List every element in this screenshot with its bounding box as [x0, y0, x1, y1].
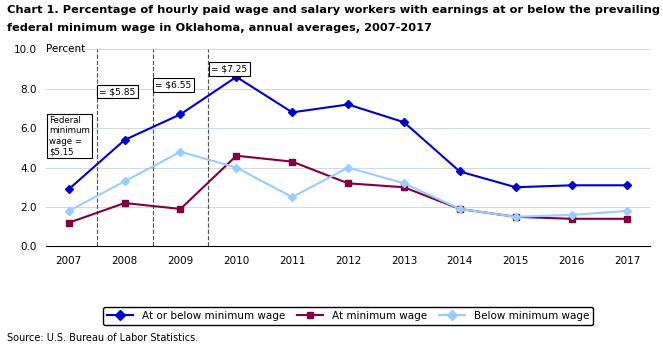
- At or below minimum wage: [623, 183, 631, 187]
- At or below minimum wage: [176, 112, 184, 117]
- Legend: At or below minimum wage, At minimum wage, Below minimum wage: At or below minimum wage, At minimum wag…: [103, 307, 593, 325]
- Line: At minimum wage: At minimum wage: [66, 153, 630, 226]
- Text: federal minimum wage in Oklahoma, annual averages, 2007-2017: federal minimum wage in Oklahoma, annual…: [7, 23, 432, 33]
- Below minimum wage: [288, 195, 296, 199]
- At or below minimum wage: [344, 102, 352, 107]
- Below minimum wage: [65, 209, 73, 213]
- At minimum wage: [344, 181, 352, 186]
- Text: Federal
minimum
wage =
$5.15: Federal minimum wage = $5.15: [49, 116, 90, 156]
- Below minimum wage: [121, 179, 129, 183]
- Below minimum wage: [623, 209, 631, 213]
- At minimum wage: [232, 153, 240, 158]
- Below minimum wage: [400, 181, 408, 186]
- At minimum wage: [176, 207, 184, 211]
- At minimum wage: [512, 215, 520, 219]
- At minimum wage: [456, 207, 464, 211]
- Line: Below minimum wage: Below minimum wage: [66, 149, 630, 220]
- At minimum wage: [400, 185, 408, 189]
- Below minimum wage: [176, 150, 184, 154]
- At minimum wage: [623, 217, 631, 221]
- At or below minimum wage: [121, 138, 129, 142]
- Text: Source: U.S. Bureau of Labor Statistics.: Source: U.S. Bureau of Labor Statistics.: [7, 333, 198, 343]
- At minimum wage: [568, 217, 575, 221]
- Text: = $7.25: = $7.25: [211, 64, 247, 74]
- Line: At or below minimum wage: At or below minimum wage: [66, 74, 630, 192]
- Text: Percent: Percent: [46, 44, 86, 54]
- At or below minimum wage: [512, 185, 520, 189]
- At or below minimum wage: [288, 110, 296, 114]
- Text: = $6.55: = $6.55: [155, 80, 192, 89]
- At minimum wage: [288, 159, 296, 164]
- Below minimum wage: [512, 215, 520, 219]
- At minimum wage: [121, 201, 129, 205]
- Below minimum wage: [232, 165, 240, 170]
- At or below minimum wage: [65, 187, 73, 191]
- At or below minimum wage: [232, 75, 240, 79]
- Text: = $5.85: = $5.85: [99, 87, 136, 96]
- At or below minimum wage: [400, 120, 408, 124]
- Below minimum wage: [456, 207, 464, 211]
- Below minimum wage: [344, 165, 352, 170]
- Text: Chart 1. Percentage of hourly paid wage and salary workers with earnings at or b: Chart 1. Percentage of hourly paid wage …: [7, 5, 660, 15]
- At or below minimum wage: [456, 169, 464, 174]
- At or below minimum wage: [568, 183, 575, 187]
- At minimum wage: [65, 221, 73, 225]
- Below minimum wage: [568, 213, 575, 217]
